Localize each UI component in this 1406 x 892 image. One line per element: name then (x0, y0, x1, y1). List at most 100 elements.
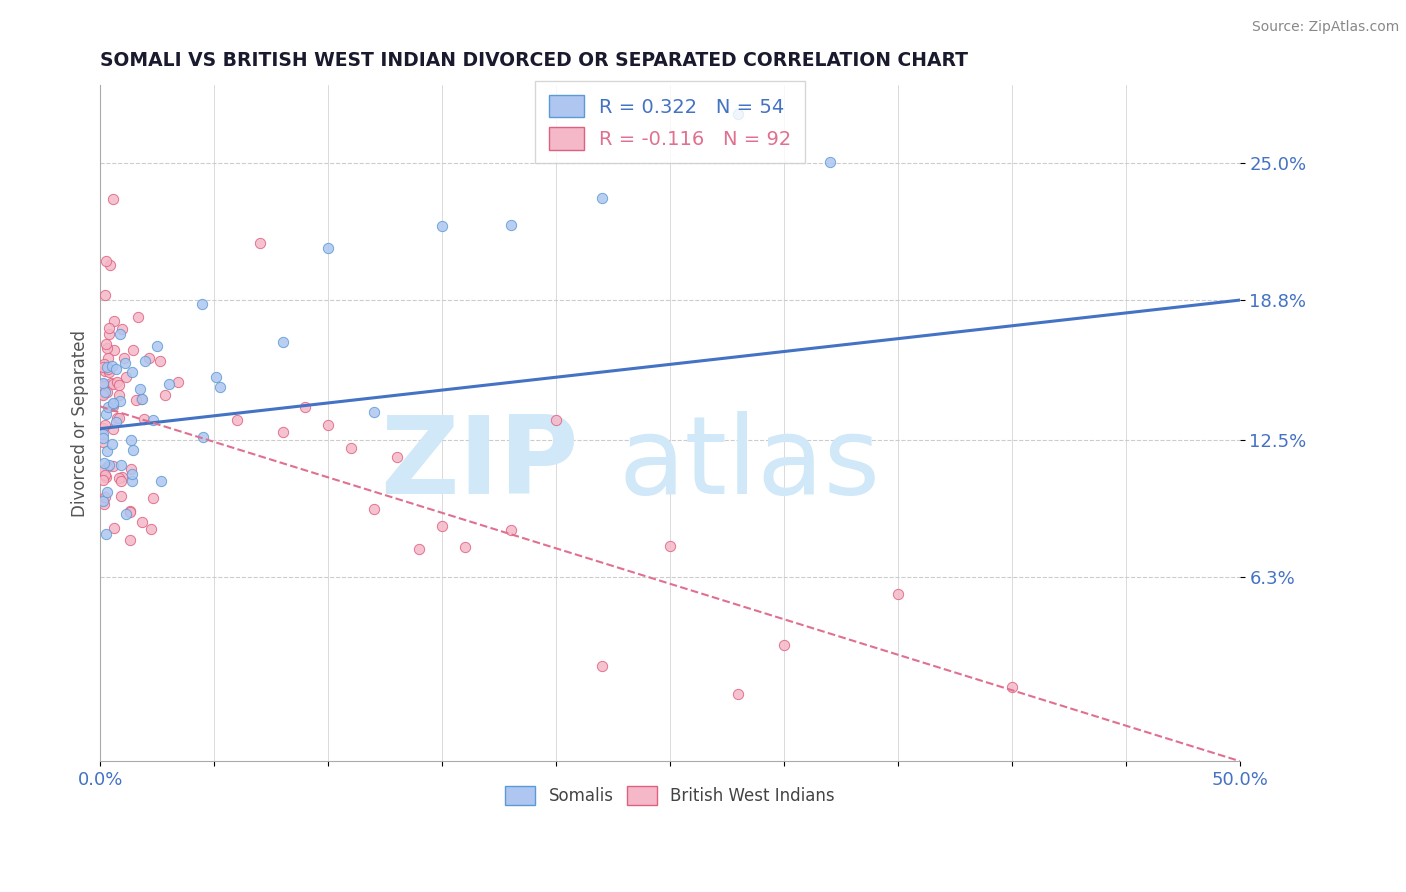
Point (142, 413, 165, 427)
Point (125, 392, 148, 407)
Point (97, 458, 120, 472)
Point (129, 392, 152, 406)
Point (149, 354, 172, 368)
Point (955, 10, 977, 24)
Point (546, 413, 568, 427)
Point (93, 357, 115, 371)
Point (96, 484, 118, 499)
Point (818, 155, 841, 169)
Point (91, 386, 114, 401)
Point (887, 587, 910, 601)
Point (107, 410, 129, 425)
Point (204, 369, 226, 384)
Point (91, 360, 114, 375)
Point (94, 467, 117, 482)
Point (107, 410, 129, 425)
Point (499, 523, 522, 537)
Point (96, 460, 118, 475)
Point (96, 470, 118, 484)
Point (108, 377, 131, 392)
Point (96, 443, 118, 458)
Point (121, 474, 143, 488)
Point (499, 219, 522, 233)
Point (110, 458, 132, 472)
Point (727, 687, 749, 701)
Point (340, 442, 363, 456)
Point (139, 522, 162, 536)
Point (96, 385, 118, 400)
Point (101, 376, 124, 391)
Point (659, 539, 682, 553)
Point (157, 377, 180, 392)
Point (385, 450, 408, 464)
Point (150, 474, 173, 488)
Point (114, 355, 136, 369)
Point (271, 334, 294, 349)
Point (226, 413, 249, 427)
Point (146, 338, 169, 352)
Point (115, 370, 138, 384)
Point (97, 400, 120, 414)
Point (98, 258, 121, 272)
Point (271, 425, 294, 439)
Point (101, 422, 124, 436)
Point (591, 659, 613, 673)
Point (120, 504, 142, 518)
Text: ZIP: ZIP (381, 410, 579, 516)
Point (94, 407, 117, 421)
Point (103, 314, 125, 328)
Point (1115, 778, 1137, 792)
Text: atlas: atlas (619, 410, 880, 516)
Point (155, 387, 177, 401)
Point (94, 364, 117, 378)
Point (131, 392, 153, 406)
Point (101, 395, 124, 409)
Point (105, 415, 128, 429)
Point (111, 322, 134, 336)
Point (94, 288, 117, 302)
Point (91, 492, 114, 507)
Point (91, 376, 114, 390)
Point (191, 297, 214, 311)
Point (98, 320, 121, 334)
Point (97, 351, 120, 365)
Point (1229, 794, 1251, 808)
Point (209, 380, 232, 394)
Point (430, 519, 453, 533)
Point (105, 375, 128, 389)
Point (104, 362, 127, 376)
Point (454, 540, 477, 554)
Legend: Somalis, British West Indians: Somalis, British West Indians (496, 778, 844, 814)
Text: Source: ZipAtlas.com: Source: ZipAtlas.com (1251, 20, 1399, 34)
Point (108, 326, 131, 341)
Point (132, 412, 155, 426)
Point (100, 376, 122, 390)
Point (134, 354, 156, 368)
Point (103, 521, 125, 535)
Point (121, 443, 143, 458)
Point (91, 388, 114, 402)
Point (93, 456, 115, 470)
Point (727, 107, 749, 121)
Point (249, 235, 271, 250)
Point (131, 515, 153, 529)
Point (91, 378, 114, 392)
Point (96, 359, 118, 374)
Point (120, 505, 142, 519)
Point (103, 343, 125, 358)
Point (316, 242, 339, 256)
Point (94, 418, 117, 433)
Point (294, 401, 316, 415)
Point (91, 434, 114, 449)
Point (91, 473, 114, 487)
Point (101, 192, 124, 206)
Y-axis label: Divorced or Separated: Divorced or Separated (72, 330, 89, 516)
Point (96, 361, 118, 376)
Point (112, 351, 135, 366)
Point (120, 462, 142, 476)
Point (363, 405, 385, 419)
Point (118, 533, 141, 548)
Point (94, 254, 117, 268)
Text: SOMALI VS BRITISH WEST INDIAN DIVORCED OR SEPARATED CORRELATION CHART: SOMALI VS BRITISH WEST INDIAN DIVORCED O… (100, 51, 969, 70)
Point (96, 337, 118, 351)
